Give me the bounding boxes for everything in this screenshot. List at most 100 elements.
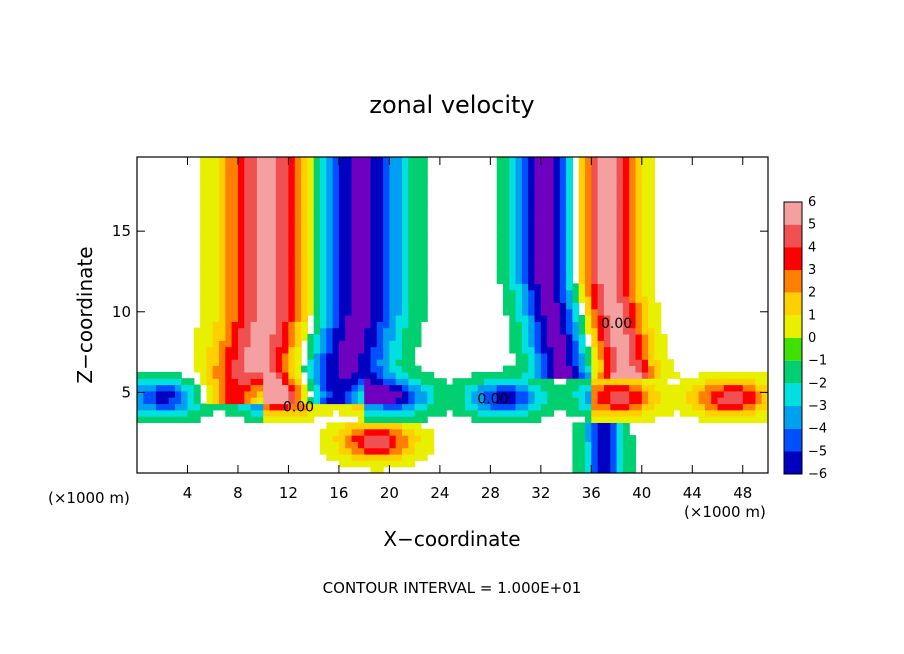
field-cell <box>250 194 258 202</box>
field-cell <box>244 213 252 221</box>
field-cell <box>402 289 409 297</box>
field-cell <box>597 340 605 348</box>
field-cell <box>515 201 523 209</box>
field-cell <box>395 359 403 367</box>
field-cell <box>591 201 599 209</box>
field-cell <box>547 409 555 417</box>
field-cell <box>547 397 555 405</box>
field-cell <box>313 157 321 164</box>
field-cell <box>439 390 447 398</box>
field-cell <box>597 422 605 430</box>
field-cell <box>326 321 334 329</box>
field-cell <box>364 251 372 259</box>
field-cell <box>509 378 517 386</box>
field-cell <box>572 409 580 417</box>
field-cell <box>155 390 163 398</box>
field-cell <box>370 213 378 221</box>
field-cell <box>370 460 378 468</box>
field-cell <box>610 220 618 228</box>
field-cell <box>534 346 542 354</box>
field-cell <box>395 163 403 171</box>
field-cell <box>200 334 207 341</box>
field-cell <box>357 422 365 430</box>
field-cell <box>351 239 359 247</box>
field-cell <box>212 334 220 341</box>
field-cell <box>591 245 599 253</box>
field-cell <box>648 270 655 278</box>
field-cell <box>250 176 258 183</box>
field-cell <box>591 359 599 367</box>
field-cell <box>351 460 359 468</box>
field-cell <box>547 163 555 171</box>
field-cell <box>244 194 252 202</box>
field-cell <box>566 378 573 386</box>
field-cell <box>521 390 529 398</box>
field-cell <box>408 264 416 272</box>
colorbar-label: 5 <box>808 218 816 233</box>
field-cell <box>603 226 611 234</box>
colorbar-swatch <box>784 451 802 474</box>
field-cell <box>521 409 529 417</box>
field-cell <box>155 397 163 405</box>
field-cell <box>654 378 662 386</box>
field-cell <box>629 384 637 392</box>
field-cell <box>509 270 517 278</box>
field-cell <box>370 321 378 329</box>
field-cell <box>629 169 637 177</box>
field-cell <box>351 289 359 297</box>
field-cell <box>572 447 580 455</box>
field-cell <box>383 169 390 177</box>
field-cell <box>402 283 409 291</box>
field-cell <box>540 327 548 335</box>
field-cell <box>294 201 302 209</box>
field-cell <box>446 390 454 398</box>
field-cell <box>496 390 504 398</box>
colorbar-swatch <box>784 224 802 248</box>
field-cell <box>219 169 226 177</box>
field-cell <box>540 340 548 348</box>
field-cell <box>263 270 271 278</box>
field-cell <box>616 239 624 247</box>
field-cell <box>547 264 555 272</box>
field-cell <box>572 296 580 303</box>
field-cell <box>282 390 289 398</box>
field-cell <box>521 378 529 386</box>
field-cell <box>597 371 605 379</box>
field-cell <box>313 334 321 341</box>
field-cell <box>408 352 416 360</box>
field-cell <box>477 416 485 423</box>
field-cell <box>181 378 189 386</box>
field-cell <box>282 384 289 392</box>
field-cell <box>547 283 555 291</box>
field-cell <box>566 201 573 209</box>
field-cell <box>269 226 277 234</box>
field-cell <box>200 296 207 303</box>
field-cell <box>200 283 207 291</box>
field-cell <box>282 194 289 202</box>
field-cell <box>212 365 220 373</box>
field-cell <box>622 359 630 367</box>
colorbar-label: 0 <box>808 331 816 346</box>
field-cell <box>313 176 321 183</box>
field-cell <box>749 390 756 398</box>
field-cell <box>383 409 390 417</box>
field-cell <box>338 176 346 183</box>
field-cell <box>219 346 226 354</box>
field-cell <box>231 378 239 386</box>
field-cell <box>610 308 618 316</box>
field-cell <box>206 390 214 398</box>
field-cell <box>408 334 416 341</box>
field-cell <box>616 340 624 348</box>
field-cell <box>528 264 536 272</box>
field-cell <box>376 188 384 196</box>
field-cell <box>641 390 649 398</box>
field-cell <box>534 416 542 423</box>
field-cell <box>332 182 340 190</box>
field-cell <box>307 245 315 253</box>
field-cell <box>301 220 308 228</box>
field-cell <box>326 447 334 455</box>
field-cell <box>219 277 226 284</box>
field-cell <box>692 384 700 392</box>
field-cell <box>231 289 239 297</box>
